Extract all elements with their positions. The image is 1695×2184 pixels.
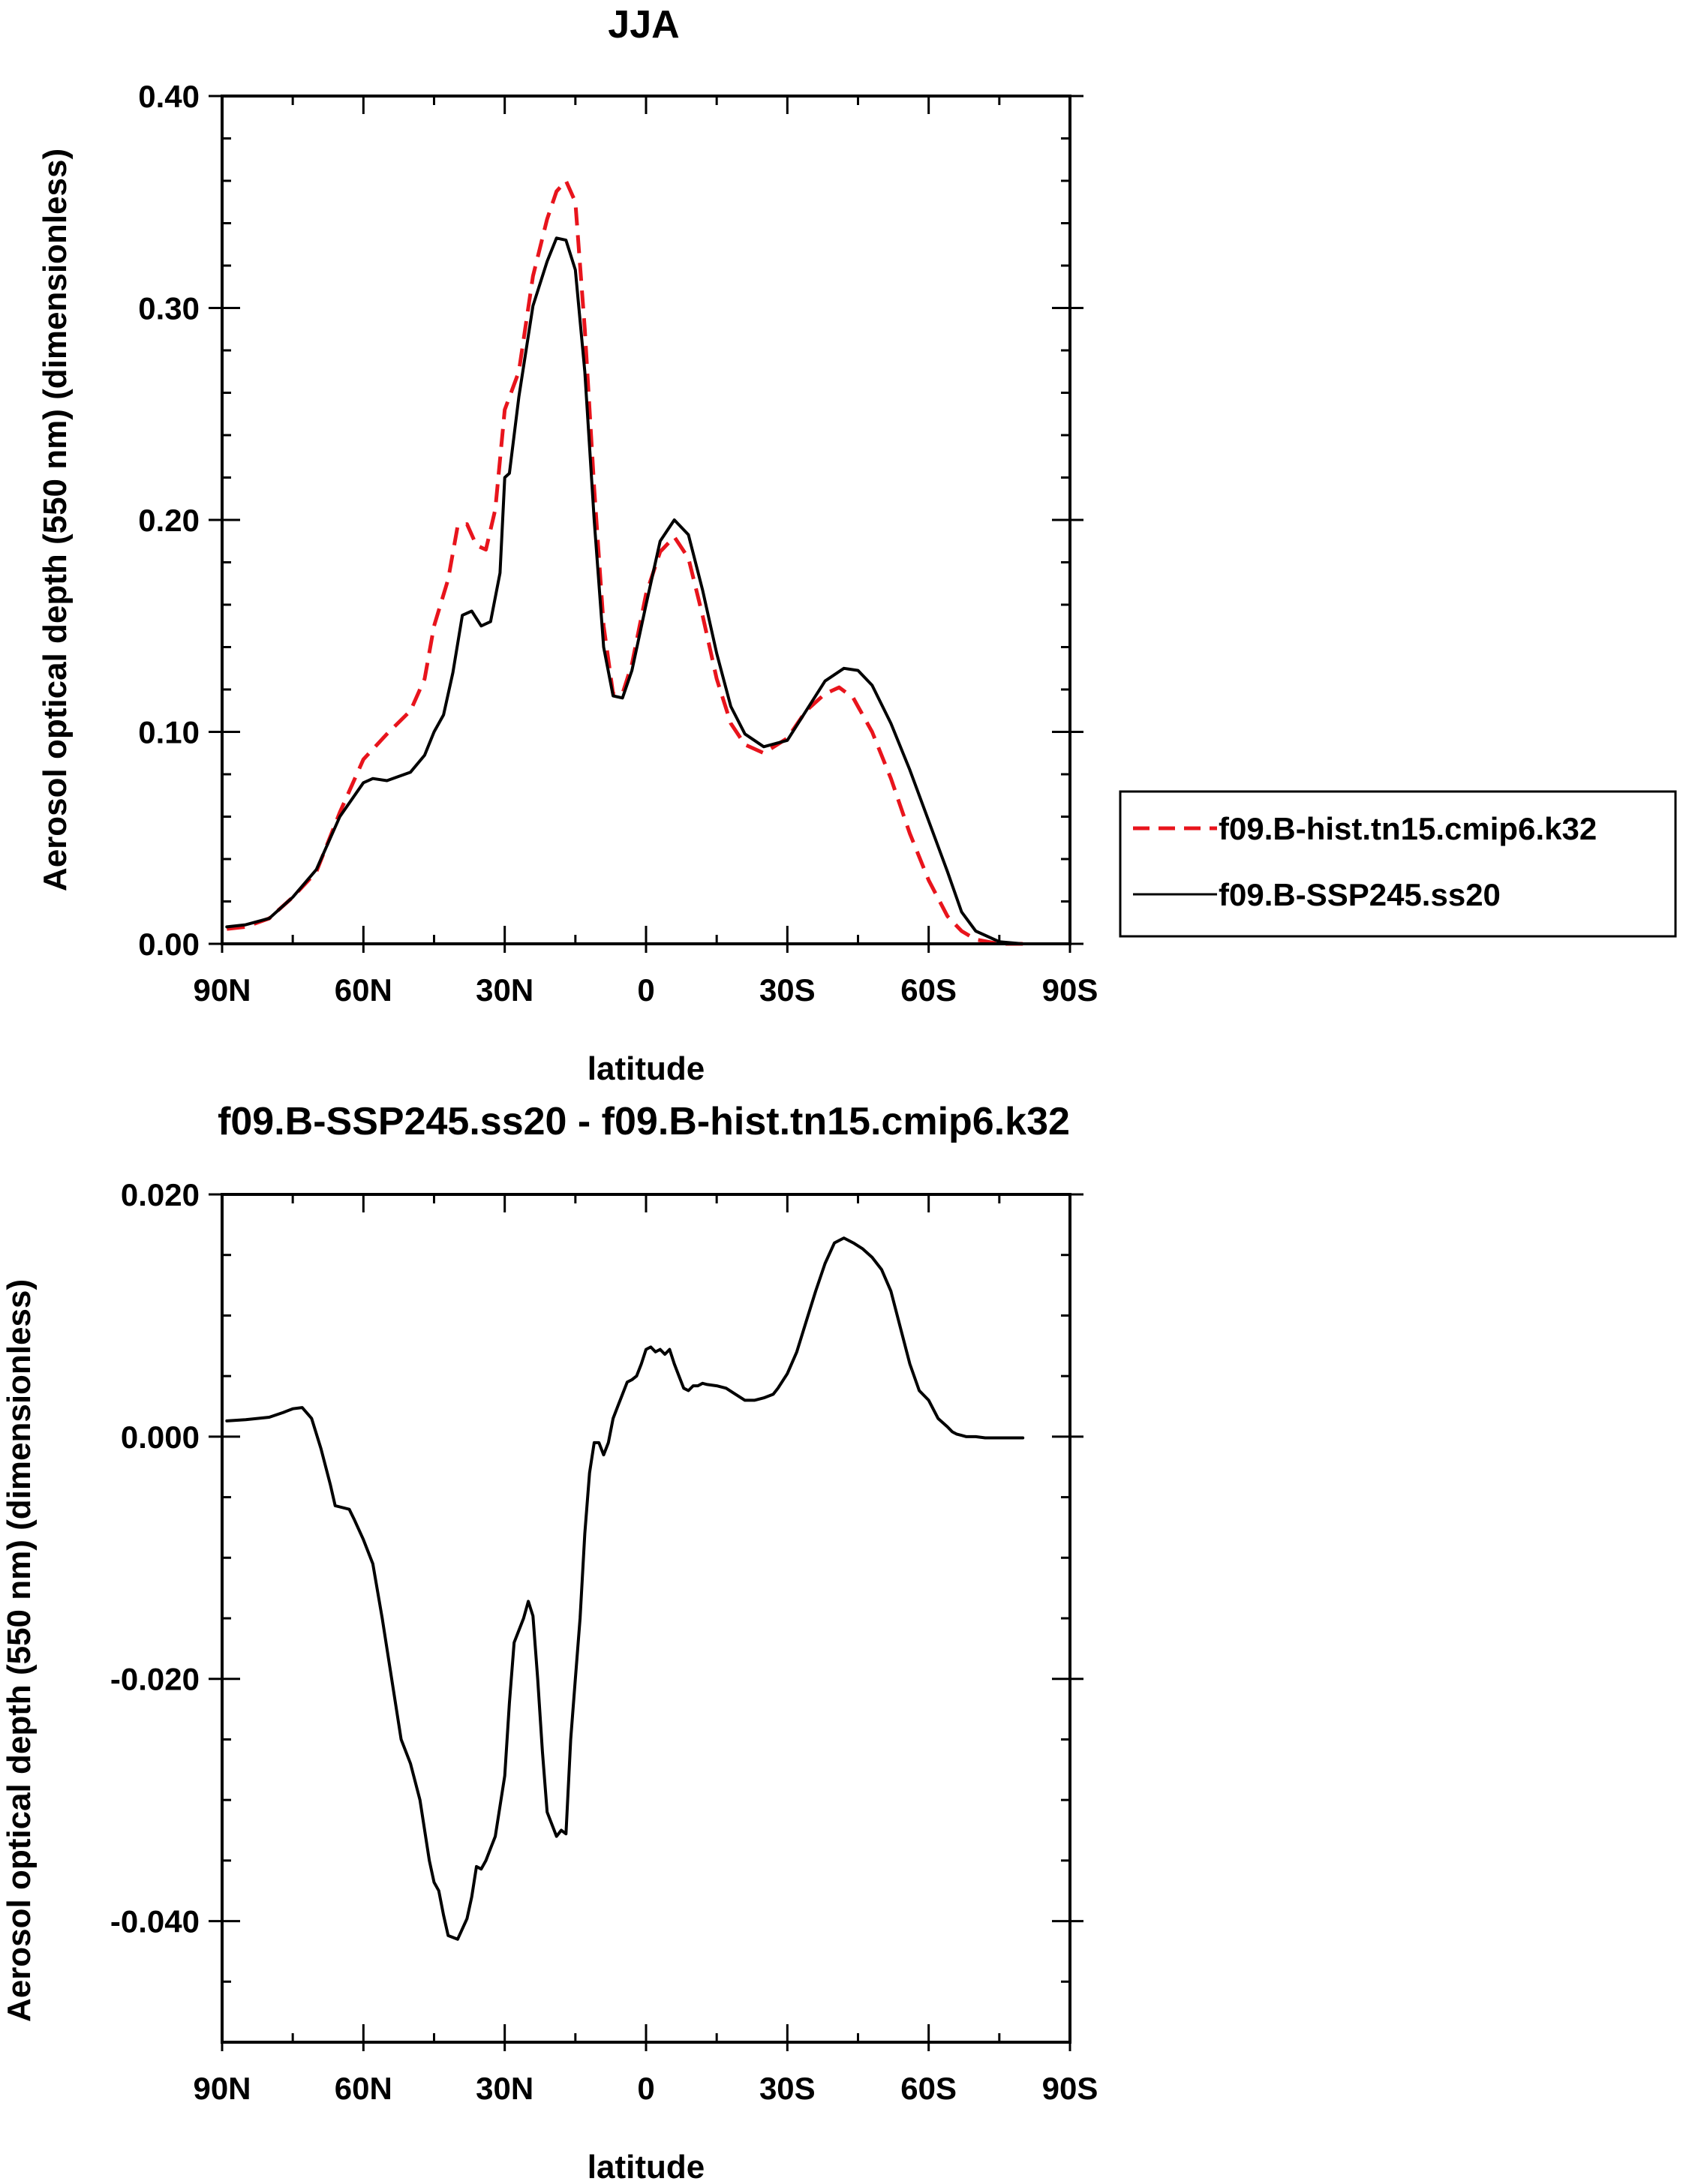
top-chart-title: JJA	[608, 3, 679, 47]
top-xtick-label: 90S	[1042, 972, 1098, 1008]
bottom-xtick-label: 90S	[1042, 2071, 1098, 2106]
top-ytick-label: 0.30	[138, 291, 200, 326]
bottom-xtick-label: 30S	[759, 2071, 816, 2106]
top-y-axis-label: Aerosol optical depth (550 nm) (dimensio…	[37, 149, 74, 891]
bottom-chart-title: f09.B-SSP245.ss20 - f09.B-hist.tn15.cmip…	[218, 1100, 1070, 1143]
top-ytick-label: 0.10	[138, 715, 200, 750]
top-panel: JJA 90N 60N 30N 0 30S 60S 90S 0.00 0.10 0.20 0.30 0…	[37, 3, 1098, 1087]
bottom-xtick-label: 90N	[193, 2071, 251, 2106]
bottom-xtick-label: 60N	[335, 2071, 392, 2106]
top-plot-frame	[221, 95, 1071, 945]
bottom-plot-area: 90N 60N 30N 0 30S 60S 90S 0.020 0.000 -0.020 -0.04…	[110, 1177, 1098, 2106]
top-plot-area: 90N 60N 30N 0 30S 60S 90S 0.00 0.10 0.20 0.30 0.40	[138, 79, 1098, 1008]
top-xtick-label: 90N	[193, 972, 251, 1008]
legend-entry-ssp245: f09.B-SSP245.ss20	[1219, 877, 1501, 912]
top-xtick-label: 0	[637, 972, 654, 1008]
legend-box	[1119, 790, 1677, 938]
top-x-axis-label: latitude	[588, 1050, 705, 1087]
top-xtick-label: 60N	[335, 972, 392, 1008]
top-xtick-label: 30N	[476, 972, 533, 1008]
bottom-ytick-label: -0.020	[110, 1662, 200, 1697]
bottom-series-line-0	[225, 1236, 1025, 1941]
bottom-ytick-label: -0.040	[110, 1904, 200, 1939]
bottom-y-axis-label: Aerosol optical depth (550 nm) (dimensio…	[1, 1279, 38, 2022]
top-series-line-1	[225, 236, 1025, 945]
bottom-xtick-label: 0	[637, 2071, 654, 2106]
bottom-x-axis-label: latitude	[588, 2149, 705, 2184]
top-ytick-label: 0.00	[138, 927, 200, 962]
top-xtick-label: 30S	[759, 972, 816, 1008]
bottom-panel: f09.B-SSP245.ss20 - f09.B-hist.tn15.cmip…	[1, 1100, 1098, 2184]
top-ytick-label: 0.20	[138, 503, 200, 538]
bottom-xtick-label: 30N	[476, 2071, 533, 2106]
top-series-line-0	[227, 179, 1023, 946]
bottom-xtick-label: 60S	[900, 2071, 957, 2106]
top-ytick-label: 0.40	[138, 79, 200, 114]
legend: f09.B-hist.tn15.cmip6.k32 f09.B-SSP245.s…	[1119, 790, 1677, 938]
bottom-plot-frame	[221, 1193, 1071, 2044]
bottom-ytick-label: 0.020	[121, 1177, 200, 1212]
legend-entry-hist: f09.B-hist.tn15.cmip6.k32	[1219, 811, 1597, 846]
top-xtick-label: 60S	[900, 972, 957, 1008]
bottom-ytick-label: 0.000	[121, 1419, 200, 1455]
